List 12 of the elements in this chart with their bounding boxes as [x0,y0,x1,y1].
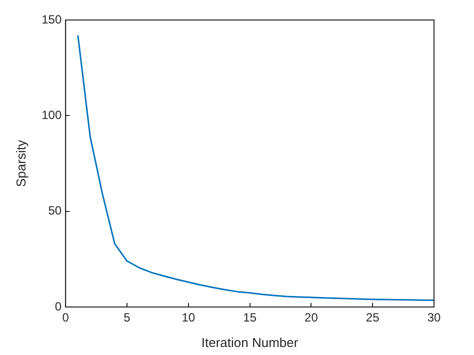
x-tick-label: 5 [124,310,131,325]
y-tick-label: 100 [42,108,62,122]
x-tick-label: 20 [304,310,318,325]
y-tick-label: 50 [48,204,62,218]
y-axis-title: Sparsity [13,140,28,187]
x-axis-title: Iteration Number [201,334,299,350]
y-tick-label: 0 [54,299,62,314]
x-tick-label: 15 [243,310,257,325]
x-tick-label: 25 [366,310,380,325]
x-tick-label: 30 [427,310,441,325]
y-tick-label: 150 [42,12,62,26]
x-tick-label: 10 [182,310,196,325]
